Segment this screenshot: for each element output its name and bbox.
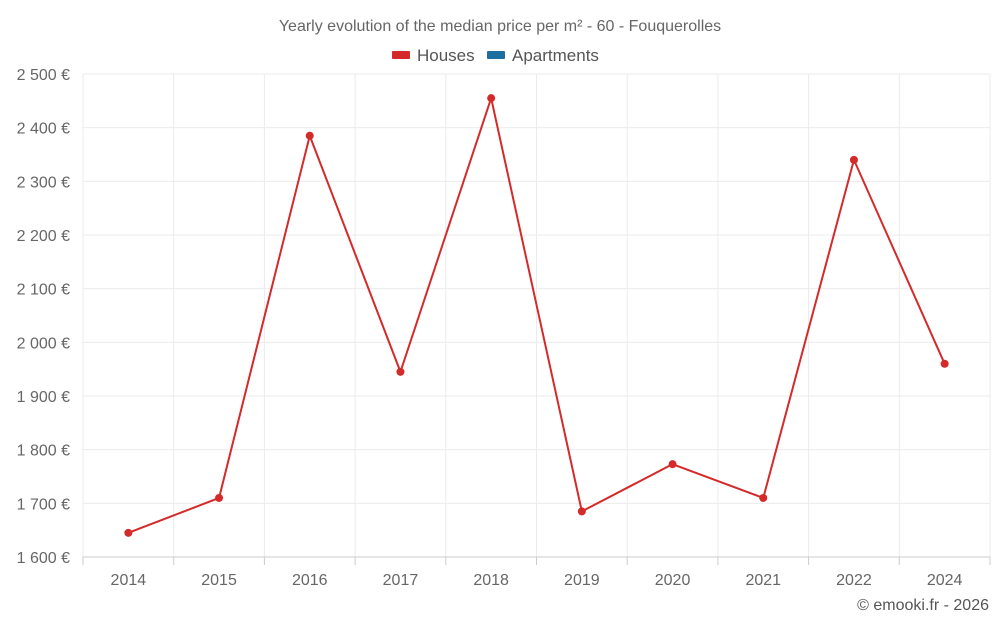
y-tick-label: 2 000 € [17, 335, 70, 352]
y-tick-label: 2 100 € [17, 282, 70, 299]
legend-swatch-houses[interactable] [392, 51, 410, 59]
data-point-houses[interactable] [487, 94, 496, 103]
y-tick-label: 2 300 € [17, 174, 70, 191]
x-tick-label: 2017 [383, 572, 419, 589]
data-point-houses[interactable] [577, 507, 586, 516]
y-tick-label: 2 400 € [17, 121, 70, 138]
x-tick-label: 2024 [927, 572, 963, 589]
legend-label-houses[interactable]: Houses [417, 46, 475, 65]
y-axis: 1 600 € 1 700 € 1 800 € 1 900 € 2 000 € 2 100… [17, 67, 70, 567]
x-tick-label: 2020 [655, 572, 691, 589]
y-tick-label: 2 200 € [17, 228, 70, 245]
grid [82, 73, 991, 557]
series-line-houses [127, 97, 946, 534]
data-point-houses[interactable] [305, 131, 314, 140]
x-tick-label: 2018 [473, 572, 509, 589]
legend-label-apartments[interactable]: Apartments [512, 46, 599, 65]
data-point-houses[interactable] [215, 493, 224, 502]
data-point-houses[interactable] [940, 359, 949, 368]
x-tick-label: 2021 [745, 572, 781, 589]
y-tick-label: 1 900 € [17, 389, 70, 406]
chart-title: Yearly evolution of the median price per… [279, 18, 721, 35]
data-point-houses[interactable] [849, 155, 858, 164]
legend: Houses Apartments [392, 46, 599, 65]
x-tick-label: 2022 [836, 572, 872, 589]
credit-text: © emooki.fr - 2026 [857, 597, 989, 614]
data-point-houses[interactable] [759, 493, 768, 502]
x-tick-label: 2015 [201, 572, 237, 589]
legend-swatch-apartments[interactable] [487, 51, 505, 59]
x-tick-label: 2016 [292, 572, 328, 589]
data-point-houses[interactable] [668, 460, 677, 469]
y-tick-label: 1 800 € [17, 443, 70, 460]
x-axis: 2014 2015 2016 2017 2018 2019 2020 2021 2022 2024 [82, 556, 991, 589]
data-point-houses[interactable] [396, 367, 405, 376]
x-tick-label: 2014 [111, 572, 147, 589]
series-layer [124, 94, 949, 537]
data-point-houses[interactable] [124, 528, 133, 537]
x-tick-label: 2019 [564, 572, 600, 589]
y-tick-label: 1 600 € [17, 550, 70, 567]
y-tick-label: 1 700 € [17, 496, 70, 513]
y-tick-label: 2 500 € [17, 67, 70, 84]
